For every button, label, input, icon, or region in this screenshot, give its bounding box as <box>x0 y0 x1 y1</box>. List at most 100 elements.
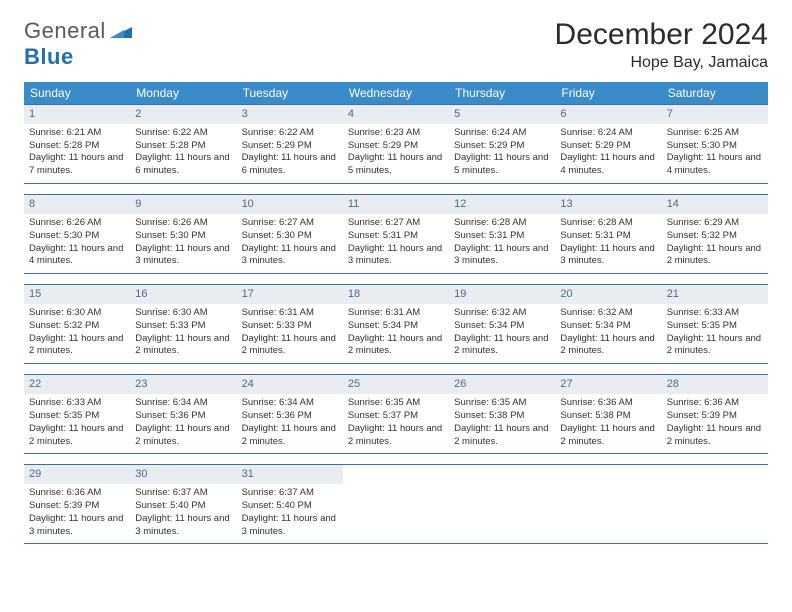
calendar-cell: 5Sunrise: 6:24 AMSunset: 5:29 PMDaylight… <box>449 105 555 183</box>
sunset-text: Sunset: 5:34 PM <box>348 320 444 333</box>
day-number: 21 <box>662 285 768 304</box>
logo-word1: General <box>24 18 106 43</box>
cell-body <box>449 469 555 477</box>
calendar-cell: 16Sunrise: 6:30 AMSunset: 5:33 PMDayligh… <box>130 285 236 363</box>
sunset-text: Sunset: 5:39 PM <box>667 410 763 423</box>
day-number: 23 <box>130 375 236 394</box>
daylight-text: Daylight: 11 hours and 2 minutes. <box>242 333 338 359</box>
daylight-text: Daylight: 11 hours and 4 minutes. <box>667 152 763 178</box>
cell-body: Sunrise: 6:34 AMSunset: 5:36 PMDaylight:… <box>237 394 343 453</box>
sunrise-text: Sunrise: 6:27 AM <box>242 217 338 230</box>
dow-mon: Monday <box>130 82 236 104</box>
cell-body: Sunrise: 6:29 AMSunset: 5:32 PMDaylight:… <box>662 214 768 273</box>
sunrise-text: Sunrise: 6:29 AM <box>667 217 763 230</box>
calendar-cell-empty <box>662 465 768 543</box>
cell-body: Sunrise: 6:33 AMSunset: 5:35 PMDaylight:… <box>24 394 130 453</box>
cell-body: Sunrise: 6:26 AMSunset: 5:30 PMDaylight:… <box>24 214 130 273</box>
sunset-text: Sunset: 5:30 PM <box>135 230 231 243</box>
day-number: 30 <box>130 465 236 484</box>
daylight-text: Daylight: 11 hours and 4 minutes. <box>29 243 125 269</box>
logo-word2: Blue <box>24 44 74 69</box>
day-number: 8 <box>24 195 130 214</box>
cell-body: Sunrise: 6:27 AMSunset: 5:30 PMDaylight:… <box>237 214 343 273</box>
calendar-cell-empty <box>555 465 661 543</box>
sunrise-text: Sunrise: 6:32 AM <box>560 307 656 320</box>
sunrise-text: Sunrise: 6:26 AM <box>29 217 125 230</box>
cell-body: Sunrise: 6:36 AMSunset: 5:39 PMDaylight:… <box>662 394 768 453</box>
sunset-text: Sunset: 5:32 PM <box>29 320 125 333</box>
dow-thu: Thursday <box>449 82 555 104</box>
sunrise-text: Sunrise: 6:33 AM <box>29 397 125 410</box>
calendar-cell: 4Sunrise: 6:23 AMSunset: 5:29 PMDaylight… <box>343 105 449 183</box>
calendar: Sunday Monday Tuesday Wednesday Thursday… <box>24 82 768 544</box>
cell-body: Sunrise: 6:34 AMSunset: 5:36 PMDaylight:… <box>130 394 236 453</box>
day-number: 10 <box>237 195 343 214</box>
cell-body: Sunrise: 6:22 AMSunset: 5:28 PMDaylight:… <box>130 124 236 183</box>
cell-body: Sunrise: 6:37 AMSunset: 5:40 PMDaylight:… <box>237 484 343 543</box>
sunrise-text: Sunrise: 6:37 AM <box>242 487 338 500</box>
sunrise-text: Sunrise: 6:36 AM <box>560 397 656 410</box>
day-number: 26 <box>449 375 555 394</box>
cell-body: Sunrise: 6:36 AMSunset: 5:39 PMDaylight:… <box>24 484 130 543</box>
daylight-text: Daylight: 11 hours and 3 minutes. <box>454 243 550 269</box>
cell-body: Sunrise: 6:27 AMSunset: 5:31 PMDaylight:… <box>343 214 449 273</box>
sunset-text: Sunset: 5:33 PM <box>135 320 231 333</box>
daylight-text: Daylight: 11 hours and 2 minutes. <box>348 333 444 359</box>
sunrise-text: Sunrise: 6:37 AM <box>135 487 231 500</box>
sunset-text: Sunset: 5:39 PM <box>29 500 125 513</box>
daylight-text: Daylight: 11 hours and 2 minutes. <box>135 423 231 449</box>
daylight-text: Daylight: 11 hours and 2 minutes. <box>29 423 125 449</box>
day-number: 4 <box>343 105 449 124</box>
sunset-text: Sunset: 5:34 PM <box>454 320 550 333</box>
calendar-cell: 18Sunrise: 6:31 AMSunset: 5:34 PMDayligh… <box>343 285 449 363</box>
day-number: 9 <box>130 195 236 214</box>
cell-body: Sunrise: 6:30 AMSunset: 5:33 PMDaylight:… <box>130 304 236 363</box>
daylight-text: Daylight: 11 hours and 2 minutes. <box>560 333 656 359</box>
calendar-cell: 6Sunrise: 6:24 AMSunset: 5:29 PMDaylight… <box>555 105 661 183</box>
cell-body: Sunrise: 6:21 AMSunset: 5:28 PMDaylight:… <box>24 124 130 183</box>
days-of-week-row: Sunday Monday Tuesday Wednesday Thursday… <box>24 82 768 104</box>
sunrise-text: Sunrise: 6:30 AM <box>29 307 125 320</box>
cell-body <box>555 469 661 477</box>
sunset-text: Sunset: 5:33 PM <box>242 320 338 333</box>
cell-body: Sunrise: 6:30 AMSunset: 5:32 PMDaylight:… <box>24 304 130 363</box>
sunrise-text: Sunrise: 6:35 AM <box>348 397 444 410</box>
sunset-text: Sunset: 5:40 PM <box>135 500 231 513</box>
daylight-text: Daylight: 11 hours and 3 minutes. <box>560 243 656 269</box>
logo-triangle-icon <box>110 24 132 38</box>
daylight-text: Daylight: 11 hours and 7 minutes. <box>29 152 125 178</box>
day-number: 1 <box>24 105 130 124</box>
daylight-text: Daylight: 11 hours and 3 minutes. <box>29 513 125 539</box>
week-row: 22Sunrise: 6:33 AMSunset: 5:35 PMDayligh… <box>24 374 768 454</box>
sunset-text: Sunset: 5:31 PM <box>560 230 656 243</box>
day-number: 15 <box>24 285 130 304</box>
location-label: Hope Bay, Jamaica <box>555 54 768 72</box>
daylight-text: Daylight: 11 hours and 3 minutes. <box>135 513 231 539</box>
calendar-cell: 11Sunrise: 6:27 AMSunset: 5:31 PMDayligh… <box>343 195 449 273</box>
calendar-cell: 25Sunrise: 6:35 AMSunset: 5:37 PMDayligh… <box>343 375 449 453</box>
sunset-text: Sunset: 5:36 PM <box>135 410 231 423</box>
daylight-text: Daylight: 11 hours and 6 minutes. <box>135 152 231 178</box>
calendar-cell: 24Sunrise: 6:34 AMSunset: 5:36 PMDayligh… <box>237 375 343 453</box>
day-number: 22 <box>24 375 130 394</box>
sunset-text: Sunset: 5:35 PM <box>667 320 763 333</box>
calendar-cell: 9Sunrise: 6:26 AMSunset: 5:30 PMDaylight… <box>130 195 236 273</box>
daylight-text: Daylight: 11 hours and 3 minutes. <box>135 243 231 269</box>
cell-body: Sunrise: 6:32 AMSunset: 5:34 PMDaylight:… <box>449 304 555 363</box>
sunset-text: Sunset: 5:29 PM <box>242 140 338 153</box>
daylight-text: Daylight: 11 hours and 2 minutes. <box>560 423 656 449</box>
calendar-cell: 19Sunrise: 6:32 AMSunset: 5:34 PMDayligh… <box>449 285 555 363</box>
sunset-text: Sunset: 5:28 PM <box>29 140 125 153</box>
cell-body: Sunrise: 6:31 AMSunset: 5:33 PMDaylight:… <box>237 304 343 363</box>
daylight-text: Daylight: 11 hours and 6 minutes. <box>242 152 338 178</box>
logo-text-wrap: General Blue <box>24 18 132 70</box>
week-row: 15Sunrise: 6:30 AMSunset: 5:32 PMDayligh… <box>24 284 768 364</box>
daylight-text: Daylight: 11 hours and 2 minutes. <box>454 333 550 359</box>
calendar-cell: 3Sunrise: 6:22 AMSunset: 5:29 PMDaylight… <box>237 105 343 183</box>
cell-body: Sunrise: 6:32 AMSunset: 5:34 PMDaylight:… <box>555 304 661 363</box>
sunrise-text: Sunrise: 6:28 AM <box>560 217 656 230</box>
daylight-text: Daylight: 11 hours and 5 minutes. <box>348 152 444 178</box>
day-number: 6 <box>555 105 661 124</box>
sunrise-text: Sunrise: 6:25 AM <box>667 127 763 140</box>
dow-fri: Friday <box>555 82 661 104</box>
